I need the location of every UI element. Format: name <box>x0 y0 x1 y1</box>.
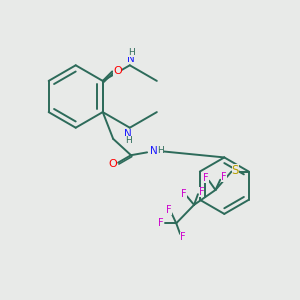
Text: O: O <box>108 159 117 169</box>
Text: F: F <box>203 173 209 183</box>
Text: H: H <box>157 146 164 155</box>
Text: F: F <box>199 187 204 197</box>
Text: F: F <box>158 218 164 228</box>
Text: S: S <box>232 164 239 177</box>
Text: F: F <box>166 205 172 215</box>
Text: N: N <box>124 129 132 139</box>
Text: F: F <box>180 232 185 242</box>
Text: H: H <box>128 48 135 57</box>
Text: N: N <box>128 54 135 64</box>
Text: F: F <box>221 172 226 182</box>
Text: O: O <box>113 66 122 76</box>
Text: F: F <box>181 189 187 199</box>
Text: H: H <box>125 136 132 145</box>
Text: N: N <box>150 146 158 156</box>
